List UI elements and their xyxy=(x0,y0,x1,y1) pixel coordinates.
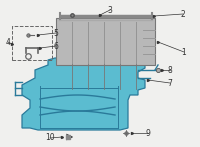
Bar xyxy=(12,26,52,60)
Text: 6: 6 xyxy=(54,41,58,51)
Text: 3: 3 xyxy=(108,5,112,15)
Text: 7: 7 xyxy=(168,78,172,87)
Text: 8: 8 xyxy=(168,66,172,75)
Text: 10: 10 xyxy=(45,133,55,142)
Text: 4: 4 xyxy=(6,37,10,46)
Text: 5: 5 xyxy=(54,29,58,37)
Text: 9: 9 xyxy=(146,128,150,137)
Polygon shape xyxy=(22,58,145,130)
Text: 2: 2 xyxy=(181,10,185,19)
Text: 1: 1 xyxy=(182,47,186,56)
Bar xyxy=(56,18,155,65)
